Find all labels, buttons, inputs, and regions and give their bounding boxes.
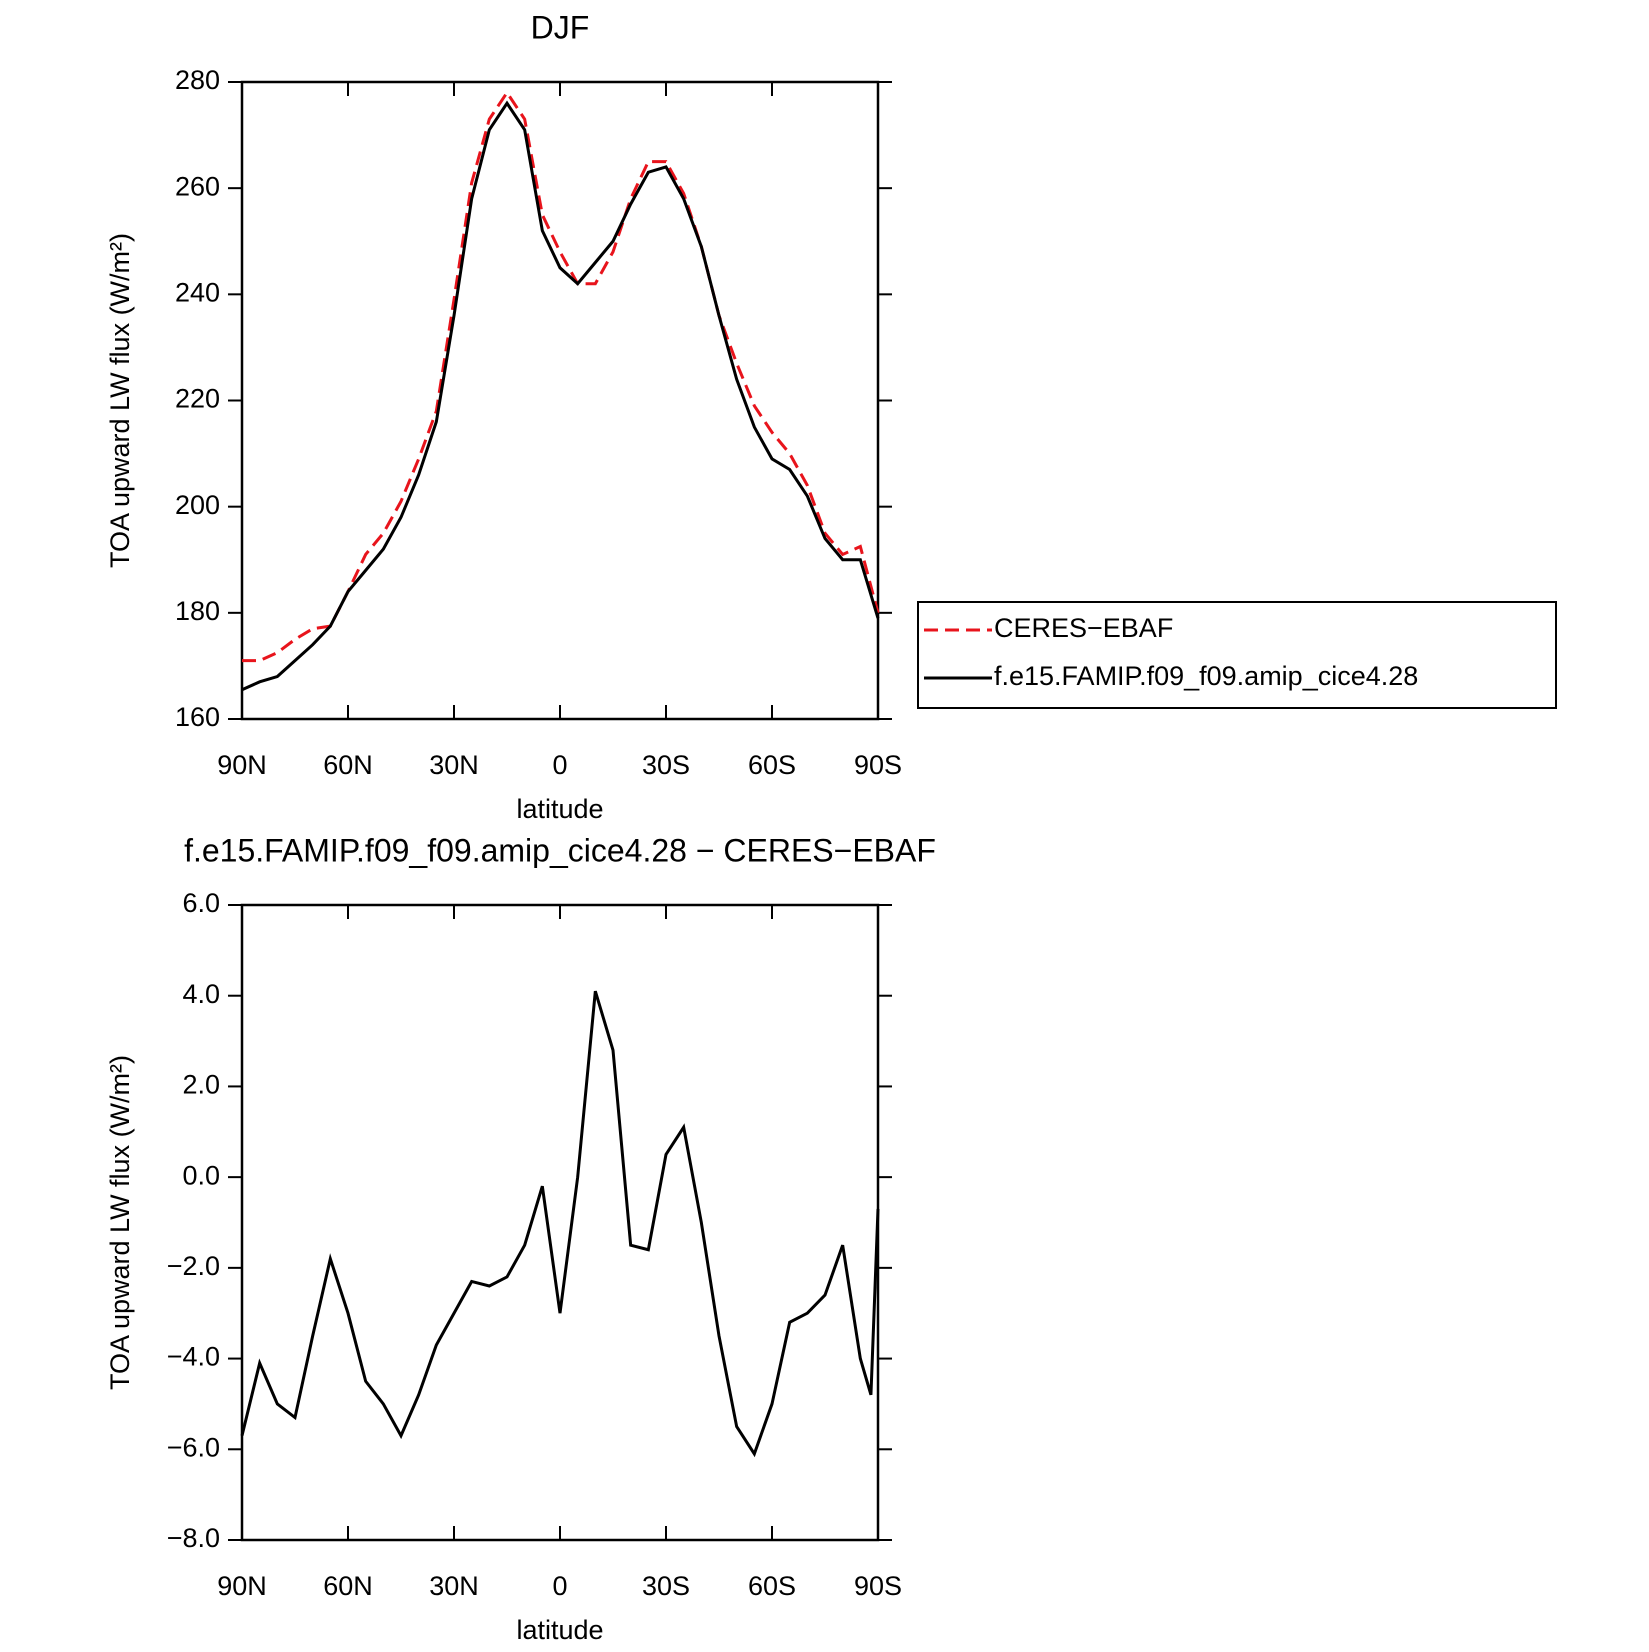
legend-box [917,601,1557,709]
y-tick-label: 200 [175,490,220,520]
y-tick-label: 6.0 [182,888,220,918]
x-tick-label: 60N [323,750,373,780]
x-tick-label: 90N [217,750,267,780]
legend-label: f.e15.FAMIP.f09_f09.amip_cice4.28 [994,661,1418,691]
x-tick-label: 30S [642,750,690,780]
x-axis-label: latitude [516,794,603,824]
x-tick-label: 60S [748,750,796,780]
plot-frame [240,903,880,1542]
x-tick-label: 60N [323,1571,373,1601]
y-tick-label: −2.0 [167,1251,220,1281]
x-tick-label: 90S [854,750,902,780]
data-line [242,89,880,663]
chart-title: f.e15.FAMIP.f09_f09.amip_cice4.28 − CERE… [184,832,936,868]
x-tick-label: 90S [854,1571,902,1601]
x-tick-label: 0 [552,1571,567,1601]
y-axis-label: TOA upward LW flux (W/m²) [105,1055,135,1390]
y-tick-label: 240 [175,277,220,307]
y-tick-label: 280 [175,65,220,95]
x-tick-label: 60S [748,1571,796,1601]
y-tick-label: −4.0 [167,1342,220,1372]
y-tick-label: −6.0 [167,1432,220,1462]
y-tick-label: 0.0 [182,1160,220,1190]
x-tick-label: 90N [217,1571,267,1601]
y-tick-label: 180 [175,596,220,626]
y-axis-label: TOA upward LW flux (W/m²) [105,233,135,568]
x-tick-label: 30N [429,1571,479,1601]
x-tick-label: 30S [642,1571,690,1601]
y-tick-label: 260 [175,171,220,201]
x-tick-label: 30N [429,750,479,780]
y-tick-label: 160 [175,702,220,732]
y-tick-label: −8.0 [167,1523,220,1553]
data-line [240,990,880,1458]
y-tick-label: 220 [175,384,220,414]
x-axis-label: latitude [516,1615,603,1645]
x-tick-label: 0 [552,750,567,780]
y-tick-label: 4.0 [182,979,220,1009]
plot-frame [240,80,880,721]
data-line [241,100,880,692]
y-tick-label: 2.0 [182,1070,220,1100]
legend-label: CERES−EBAF [994,613,1173,643]
chart-title: DJF [531,9,590,45]
